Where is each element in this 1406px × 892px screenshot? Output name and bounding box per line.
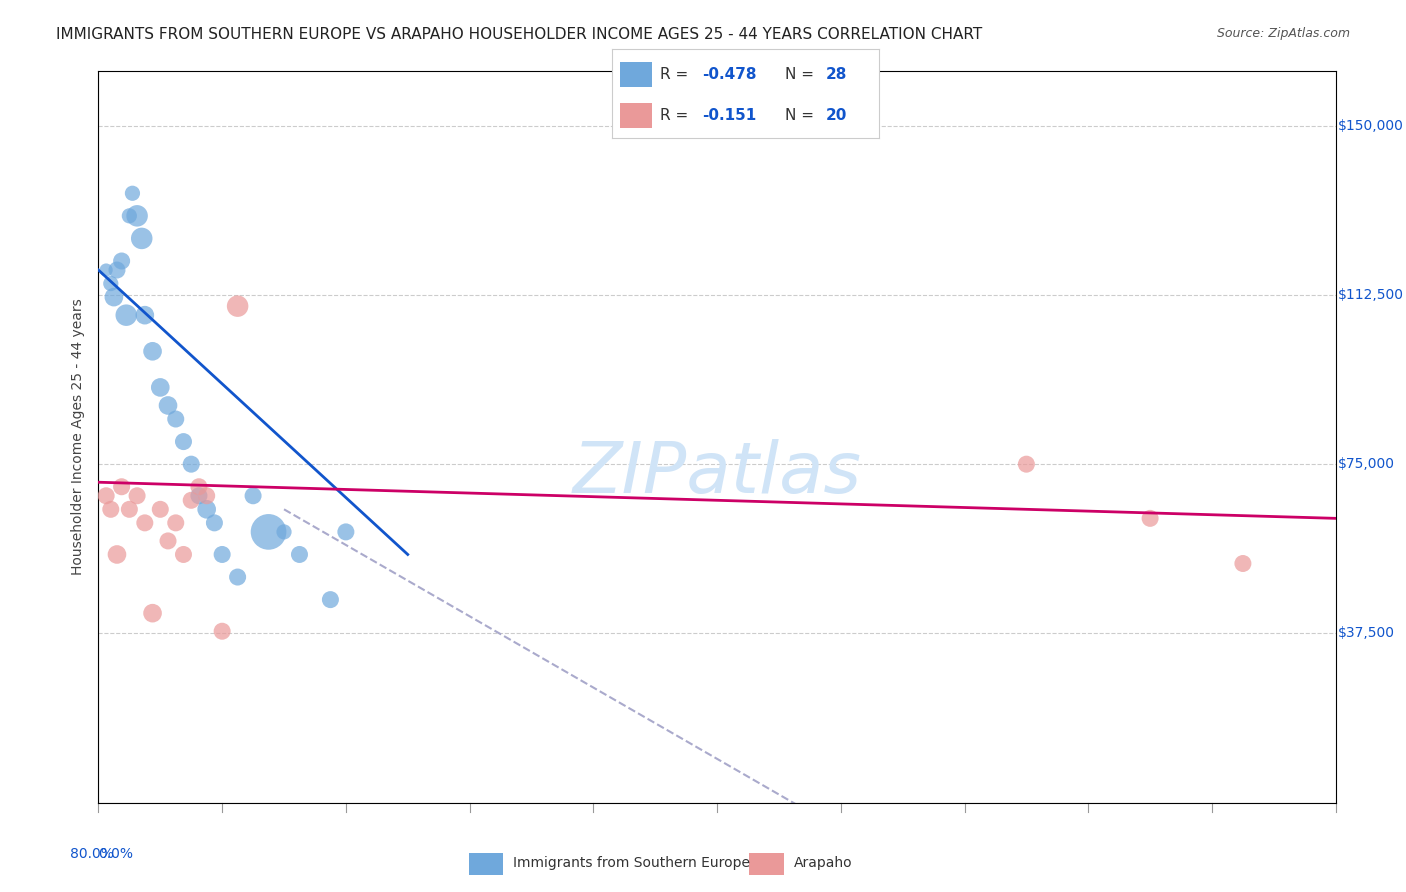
Point [105,263,128,277]
Point [100,277,122,291]
Point [141,606,165,620]
Point [157,533,180,548]
Point [335,524,357,539]
Text: -0.478: -0.478 [703,67,756,81]
Point [242,489,264,503]
Point [103,290,125,304]
Point [188,480,211,494]
Point [172,434,194,449]
Point [111,254,132,268]
Text: Immigrants from Southern Europe: Immigrants from Southern Europe [513,856,751,870]
Text: N =: N = [785,67,820,81]
Text: IMMIGRANTS FROM SOUTHERN EUROPE VS ARAPAHO HOUSEHOLDER INCOME AGES 25 - 44 YEARS: IMMIGRANTS FROM SOUTHERN EUROPE VS ARAPA… [56,27,983,42]
Point [273,524,295,539]
Point [188,489,211,503]
Text: 80.0%: 80.0% [70,847,114,861]
Point [118,209,141,223]
Point [204,516,226,530]
Point [195,502,218,516]
Point [195,489,218,503]
Point [127,209,149,223]
Text: $37,500: $37,500 [1339,626,1395,640]
Text: -0.151: -0.151 [703,108,756,122]
Point [157,399,180,413]
Text: 0.0%: 0.0% [98,847,134,861]
Text: Arapaho: Arapaho [793,856,852,870]
Point [127,489,149,503]
Text: $112,500: $112,500 [1339,288,1405,301]
Point [211,624,233,639]
Text: ZIPatlas: ZIPatlas [572,439,862,508]
FancyBboxPatch shape [620,103,652,128]
Point [149,380,172,394]
Point [1139,511,1161,525]
Point [141,344,165,359]
Point [211,548,233,562]
Point [319,592,342,607]
FancyBboxPatch shape [620,62,652,87]
Point [257,524,280,539]
Point [118,502,141,516]
Point [111,480,132,494]
Point [172,548,194,562]
Point [134,516,156,530]
Point [226,299,249,313]
Y-axis label: Householder Income Ages 25 - 44 years: Householder Income Ages 25 - 44 years [70,299,84,575]
Point [96,489,118,503]
Point [134,308,156,322]
Text: 28: 28 [825,67,846,81]
Point [100,502,122,516]
Point [1015,457,1038,471]
Point [180,457,202,471]
Point [165,516,187,530]
FancyBboxPatch shape [470,853,503,875]
Point [115,308,138,322]
Point [149,502,172,516]
Text: Source: ZipAtlas.com: Source: ZipAtlas.com [1216,27,1350,40]
Point [96,263,118,277]
Point [105,548,128,562]
FancyBboxPatch shape [749,853,785,875]
Point [180,493,202,508]
Text: R =: R = [659,108,697,122]
Point [121,186,143,201]
Text: N =: N = [785,108,820,122]
Text: $75,000: $75,000 [1339,458,1395,471]
Point [1232,557,1254,571]
Text: $150,000: $150,000 [1339,119,1405,133]
Point [288,548,311,562]
Point [131,231,153,245]
Point [226,570,249,584]
Text: 20: 20 [825,108,846,122]
Text: R =: R = [659,67,693,81]
Point [165,412,187,426]
